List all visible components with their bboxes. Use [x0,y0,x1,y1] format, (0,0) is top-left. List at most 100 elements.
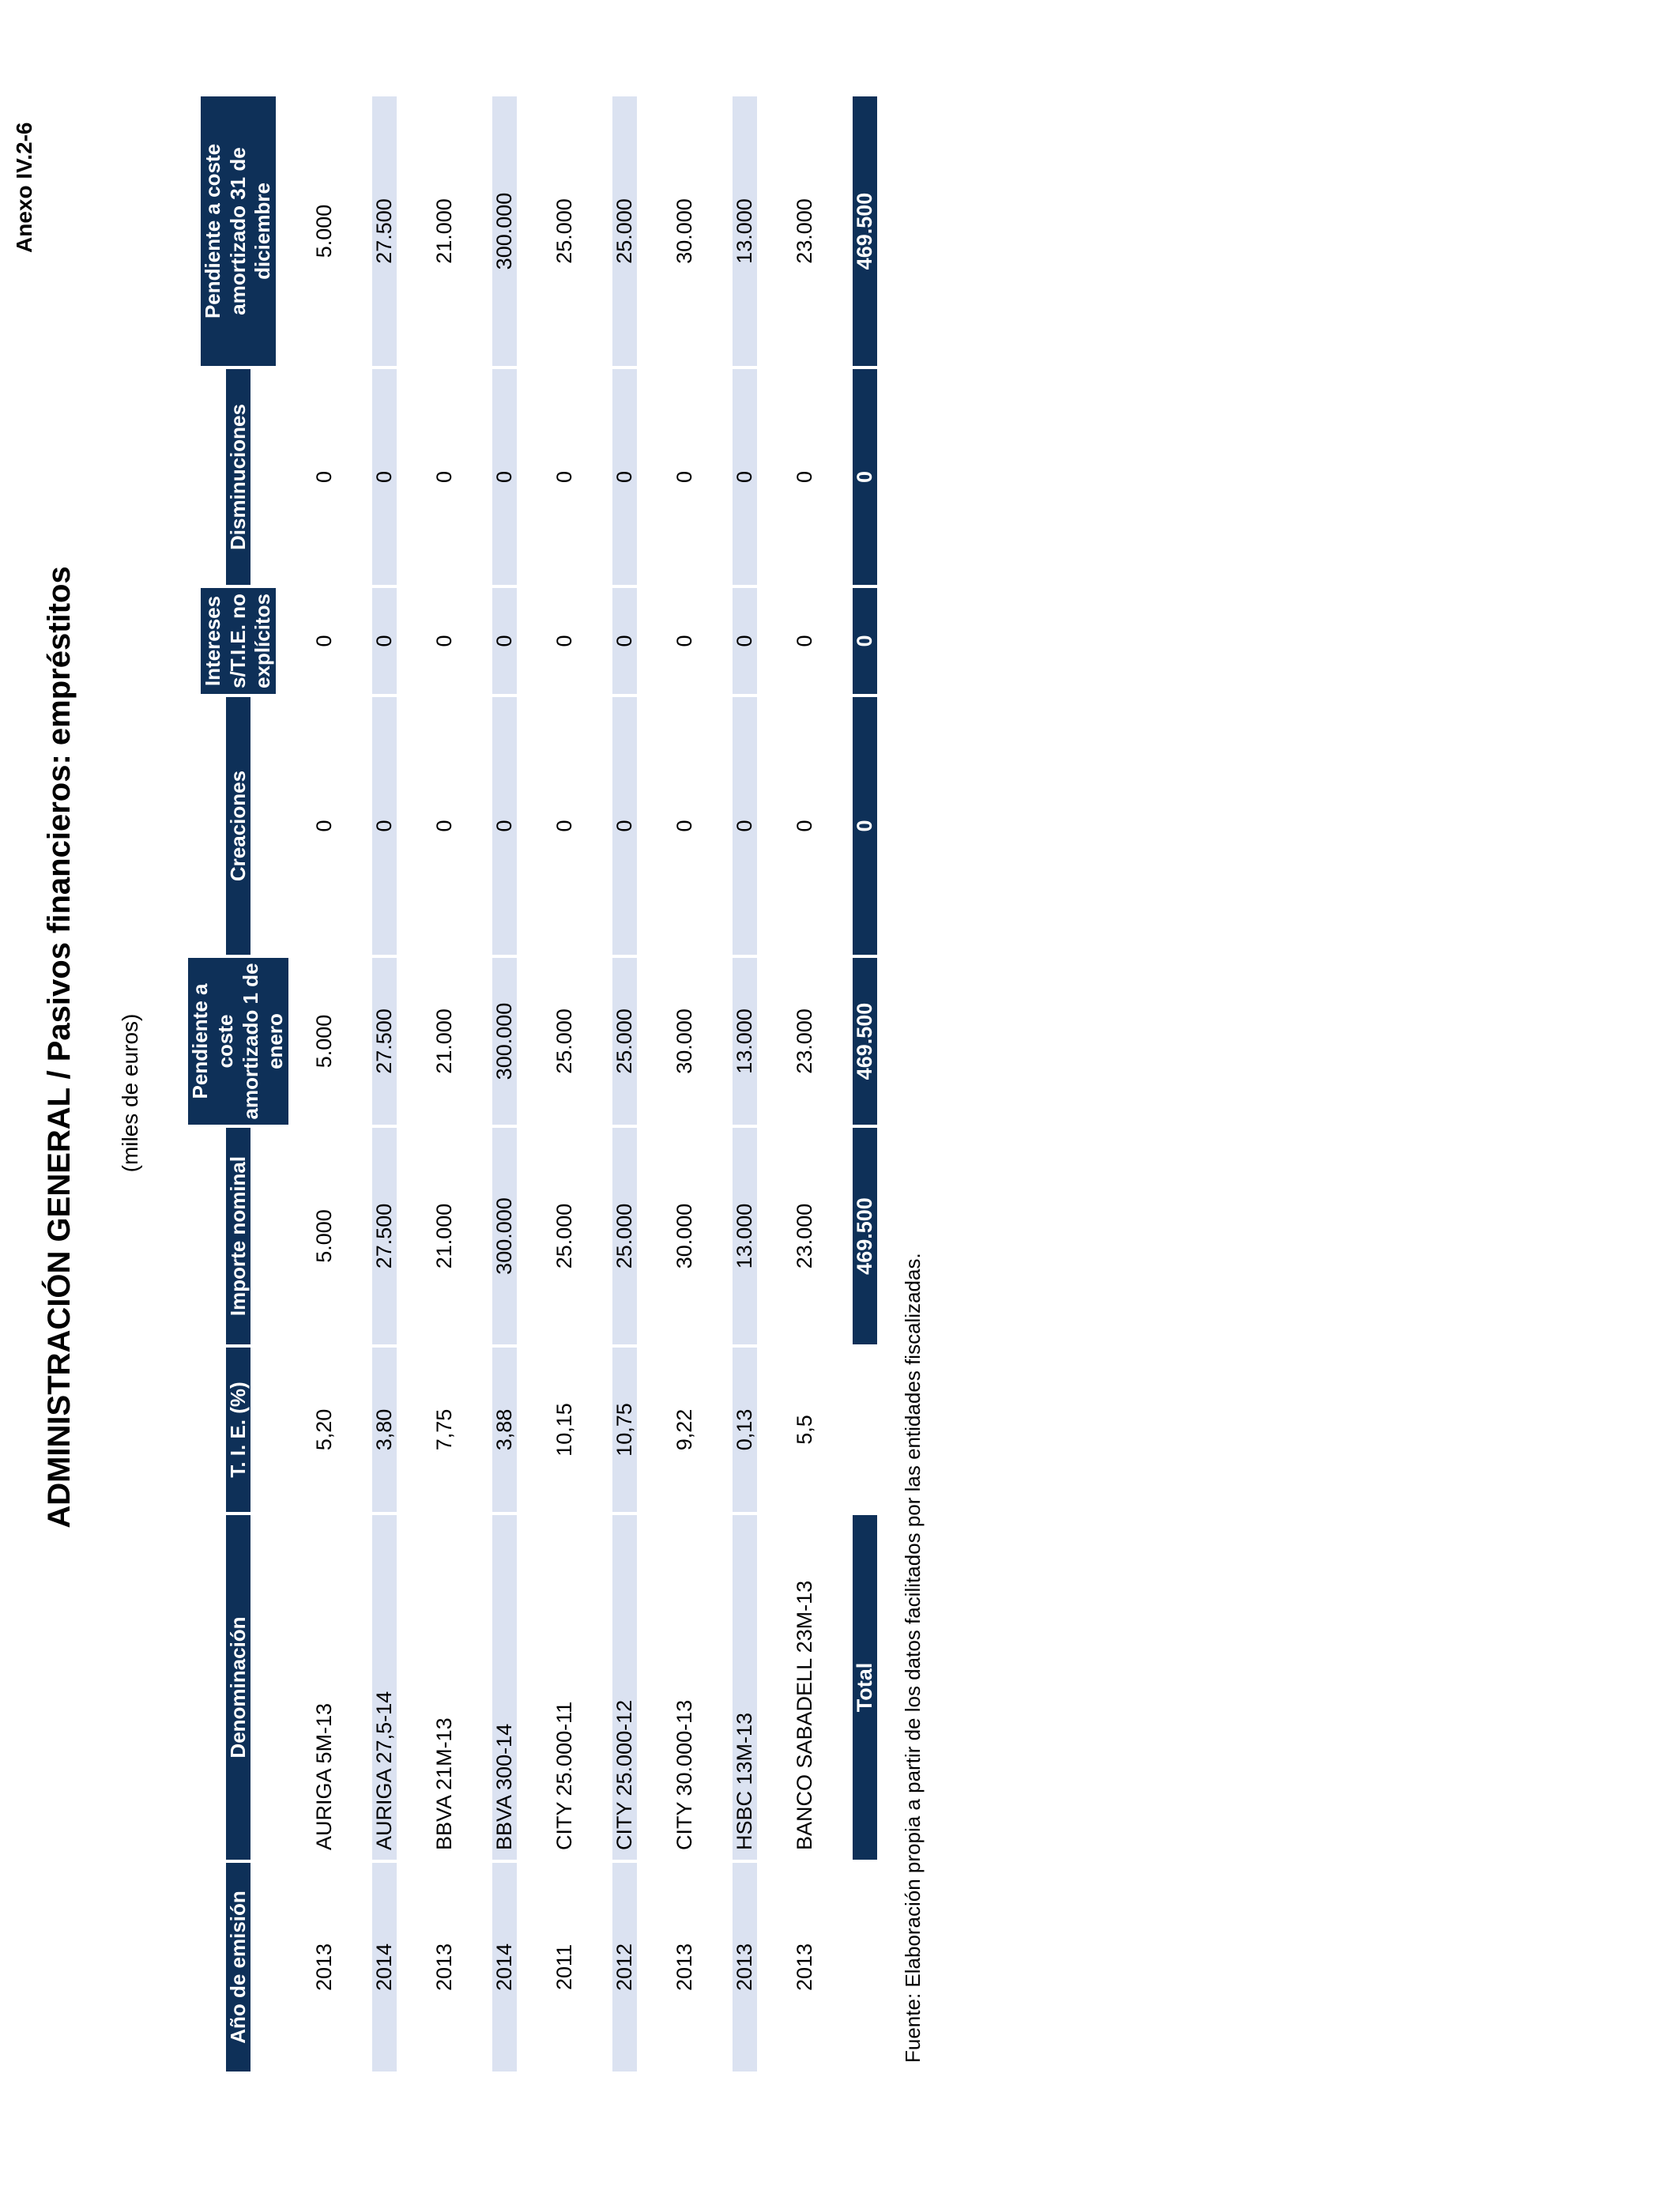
table-cell: 0 [490,696,518,956]
table-cell: 300.000 [490,95,518,368]
total-cell: 469.500 [850,956,879,1126]
source-note: Fuente: Elaboración propia a partir de l… [900,1253,925,2063]
table-cell: 5.000 [310,1126,338,1346]
table-cell: 0 [490,368,518,586]
table-cell: AURIGA 27,5-14 [370,1514,398,1861]
table-cell: 300.000 [490,1126,518,1346]
table-cell: 23.000 [790,956,819,1126]
table-cell: 0 [610,696,638,956]
table-cell: 0 [370,586,398,696]
table-cell: 0 [730,586,759,696]
table-cell: 0 [670,586,699,696]
table-cell: 0 [310,586,338,696]
header-cell: Creaciones [224,696,253,956]
total-cell: 0 [850,586,879,696]
table-cell: 30.000 [670,95,699,368]
table-cell: 27.500 [370,956,398,1126]
table-cell: 3,80 [370,1346,398,1514]
header-cell: T. I. E. (%) [224,1346,253,1514]
header-cell: Pendiente a coste amortizado 31 de dicie… [198,95,278,368]
table-cell: 21.000 [430,956,458,1126]
table-cell: 5,20 [310,1346,338,1514]
table-cell: 0 [430,696,458,956]
table-cell: 0,13 [730,1346,759,1514]
table-cell: 25.000 [550,95,578,368]
table-cell: 0 [370,696,398,956]
table-cell: 30.000 [670,1126,699,1346]
total-cell: 0 [850,696,879,956]
table-cell: 2014 [490,1861,518,2073]
table-cell: 13.000 [730,956,759,1126]
header-cell: Intereses s/T.I.E. no explícitos [198,586,278,696]
table-cell: 0 [610,586,638,696]
table-cell: 7,75 [430,1346,458,1514]
table-cell: 27.500 [370,1126,398,1346]
total-cell: 0 [850,368,879,586]
table-cell: 0 [370,368,398,586]
total-cell [863,1861,866,2073]
table-cell: AURIGA 5M-13 [310,1514,338,1861]
table-cell: 0 [550,368,578,586]
table-cell: 2013 [670,1861,699,2073]
header-cell: Denominación [224,1514,253,1861]
header-cell: Año de emisión [224,1861,253,2073]
table-cell: 2013 [790,1861,819,2073]
table-cell: CITY 25.000-11 [550,1514,578,1861]
total-cell: 469.500 [850,95,879,368]
table-cell: 5,5 [790,1346,819,1514]
table-cell: 0 [730,368,759,586]
table-cell: 9,22 [670,1346,699,1514]
total-cell: 469.500 [850,1126,879,1346]
table-cell: HSBC 13M-13 [730,1514,759,1861]
table-cell: 25.000 [610,956,638,1126]
table-cell: 5.000 [310,95,338,368]
table-cell: 21.000 [430,1126,458,1346]
table-cell: 2013 [730,1861,759,2073]
table-cell: BANCO SABADELL 23M-13 [790,1514,819,1861]
table-cell: 2012 [610,1861,638,2073]
table-cell: CITY 30.000-13 [670,1514,699,1861]
table-cell: 5.000 [310,956,338,1126]
table-cell: 27.500 [370,95,398,368]
table-cell: 0 [790,586,819,696]
table-cell: 10,15 [550,1346,578,1514]
header-cell: Importe nominal [224,1126,253,1346]
table-cell: 0 [310,696,338,956]
table-cell: 10,75 [610,1346,638,1514]
table-cell: 2014 [370,1861,398,2073]
table-cell: 0 [790,368,819,586]
table-cell: 0 [610,368,638,586]
table-cell: 30.000 [670,956,699,1126]
table-cell: 23.000 [790,95,819,368]
table-cell: 21.000 [430,95,458,368]
table-cell: 0 [430,368,458,586]
table-cell: CITY 25.000-12 [610,1514,638,1861]
table-cell: 0 [550,696,578,956]
table-cell: 0 [430,586,458,696]
table-cell: 25.000 [550,1126,578,1346]
table-cell: 0 [670,696,699,956]
total-cell [863,1346,866,1514]
table-cell: 25.000 [550,956,578,1126]
table-cell: 0 [310,368,338,586]
table-cell: 0 [670,368,699,586]
table-cell: 23.000 [790,1126,819,1346]
table-cell: 0 [790,696,819,956]
header-cell: Disminuciones [224,368,253,586]
table-cell: 13.000 [730,95,759,368]
header-cell: Pendiente a coste amortizado 1 de enero [186,956,290,1126]
table-cell: 13.000 [730,1126,759,1346]
annex-label: Anexo IV.2-6 [12,122,36,253]
table-cell: 0 [550,586,578,696]
table-cell: 2013 [310,1861,338,2073]
table-cell: 25.000 [610,1126,638,1346]
table-cell: 2011 [550,1861,578,2073]
table-cell: 2013 [430,1861,458,2073]
table-cell: 3,88 [490,1346,518,1514]
financial-table: Año de emisión Denominación T. I. E. (%) Im… [183,95,895,2073]
units-note: (miles de euros) [118,1013,142,1173]
total-cell: Total [850,1514,879,1861]
table-cell: 300.000 [490,956,518,1126]
table-cell: 0 [490,586,518,696]
